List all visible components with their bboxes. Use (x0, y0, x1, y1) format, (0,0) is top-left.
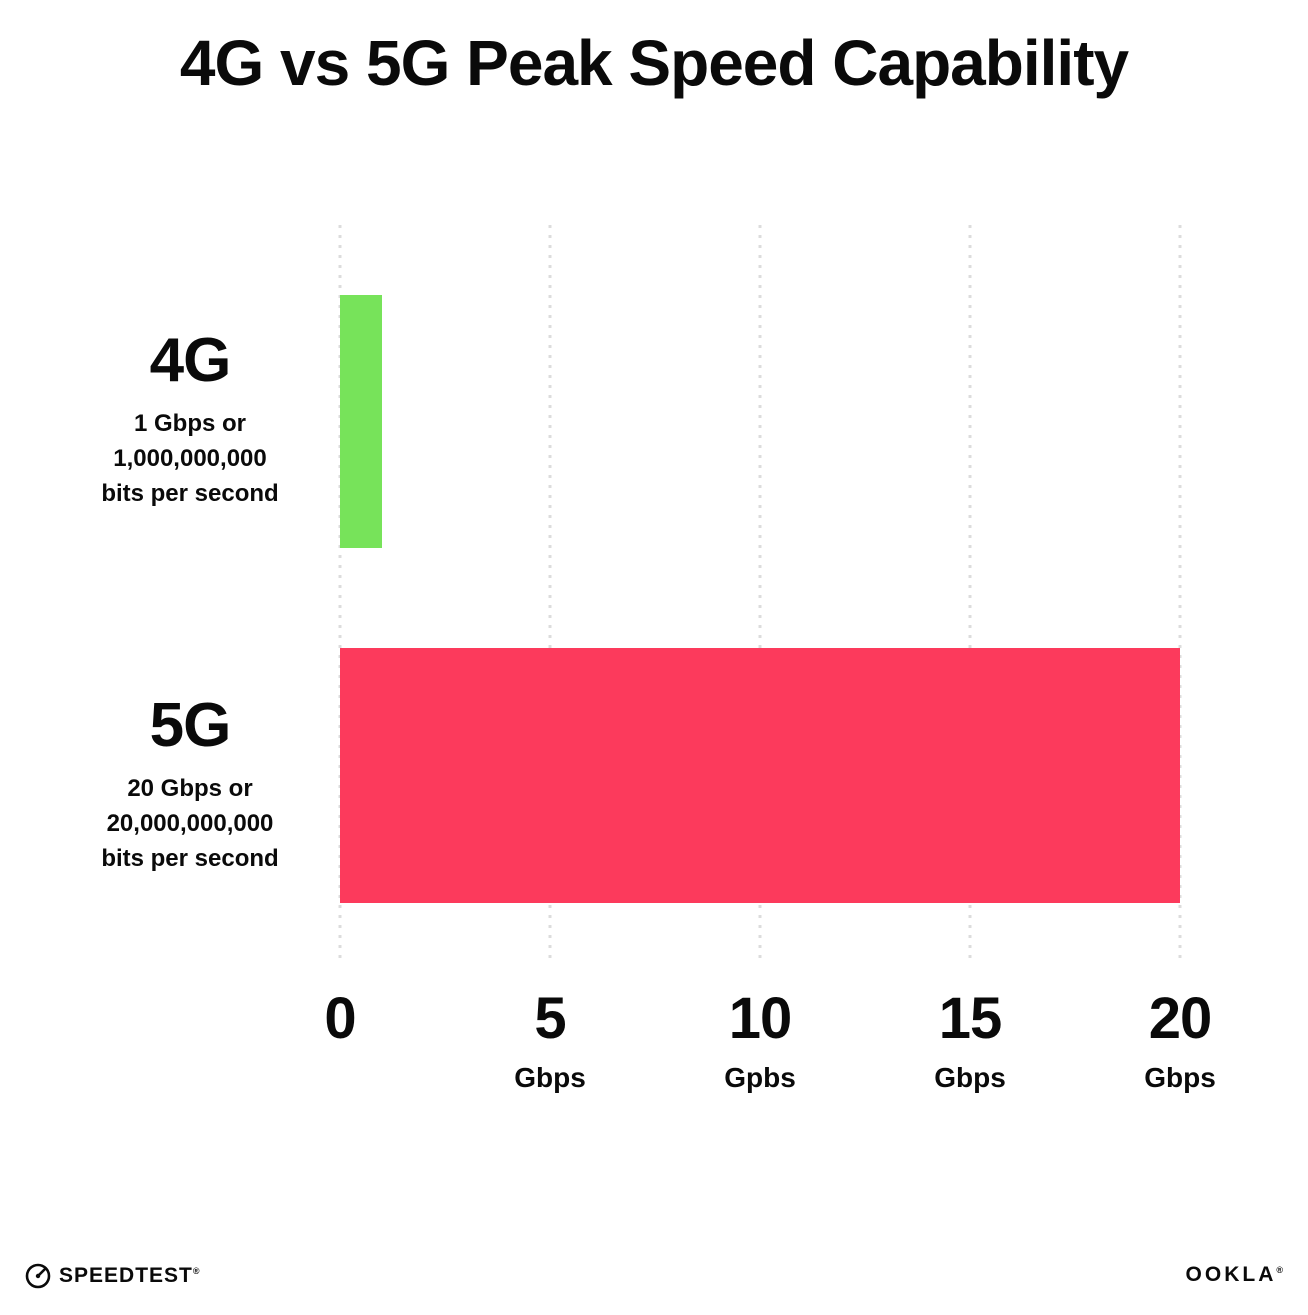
category-sublabel-5g: 20 Gbps or 20,000,000,000 bits per secon… (55, 772, 325, 876)
x-tick-value: 10 (728, 986, 793, 1051)
speedtest-gauge-icon (25, 1263, 51, 1289)
chart-title: 4G vs 5G Peak Speed Capability (179, 27, 1129, 99)
x-axis: 0 5 Gbps 10 Gpbs 15 Gbps 20 Gbps (324, 985, 1215, 1105)
gridline-5 (548, 225, 552, 960)
x-tick-10: 10 Gpbs (724, 985, 796, 1094)
sublabel-line: 20 Gbps or (127, 775, 253, 803)
x-tick-value: 15 (938, 986, 1003, 1051)
x-tick-0: 0 (324, 985, 356, 1062)
sublabel-line: 1,000,000,000 (113, 444, 267, 472)
ookla-trademark: ® (1276, 1265, 1283, 1275)
x-tick-unit: Gbps (934, 1062, 1006, 1093)
x-tick-unit: Gbps (1144, 1062, 1216, 1093)
x-tick-value: 0 (324, 986, 356, 1051)
ookla-logo: OOKLA® (1186, 1263, 1283, 1287)
speedtest-wordmark: SPEEDTEST® (59, 1264, 200, 1287)
gridline-0 (338, 225, 342, 960)
x-tick-20: 20 Gbps (1144, 985, 1216, 1094)
bar-4g (340, 295, 382, 548)
speedtest-logo: SPEEDTEST® (25, 1263, 200, 1289)
sublabel-line: 20,000,000,000 (106, 809, 274, 837)
category-label-4g: 4G 1 Gbps or 1,000,000,000 bits per seco… (55, 328, 325, 511)
gridline-20 (1178, 225, 1182, 960)
gridline-10 (758, 225, 762, 960)
category-name-5g: 5G (149, 691, 232, 760)
bar-5g (340, 648, 1180, 903)
x-tick-value: 20 (1148, 986, 1213, 1051)
speedtest-trademark: ® (192, 1266, 200, 1276)
x-tick-5: 5 Gbps (514, 985, 586, 1094)
x-tick-unit: Gpbs (724, 1062, 796, 1093)
category-label-5g: 5G 20 Gbps or 20,000,000,000 bits per se… (55, 693, 325, 876)
plot-area (338, 225, 1182, 960)
sublabel-line: bits per second (101, 844, 279, 872)
category-name-4g: 4G (149, 326, 232, 395)
x-tick-value: 5 (534, 986, 566, 1051)
x-tick-unit: Gbps (514, 1062, 586, 1093)
ookla-wordmark: OOKLA (1185, 1263, 1277, 1286)
gridline-15 (968, 225, 972, 960)
category-sublabel-4g: 1 Gbps or 1,000,000,000 bits per second (55, 407, 325, 511)
sublabel-line: 1 Gbps or (133, 410, 247, 438)
x-tick-15: 15 Gbps (934, 985, 1006, 1094)
sublabel-line: bits per second (101, 479, 279, 507)
